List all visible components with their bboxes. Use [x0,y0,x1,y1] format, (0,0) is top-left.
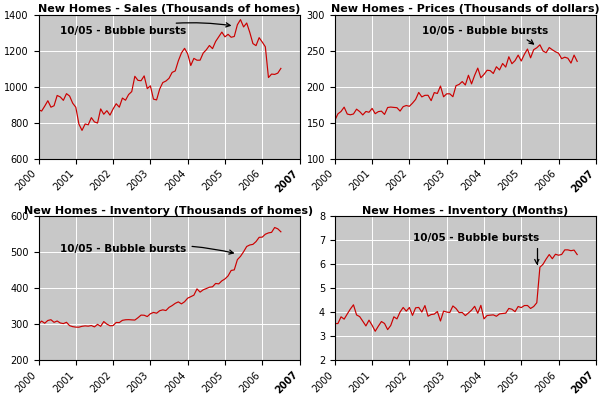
Text: 10/05 - Bubble bursts: 10/05 - Bubble bursts [60,244,233,254]
Title: New Homes - Inventory (Months): New Homes - Inventory (Months) [362,206,568,216]
Text: 10/05 - Bubble bursts: 10/05 - Bubble bursts [60,23,230,36]
Title: New Homes - Inventory (Thousands of homes): New Homes - Inventory (Thousands of home… [25,206,314,216]
Text: 10/05 - Bubble bursts: 10/05 - Bubble bursts [413,233,539,264]
Title: New Homes - Sales (Thousands of homes): New Homes - Sales (Thousands of homes) [38,4,300,14]
Text: 10/05 - Bubble bursts: 10/05 - Bubble bursts [422,26,548,44]
Title: New Homes - Prices (Thousands of dollars): New Homes - Prices (Thousands of dollars… [331,4,599,14]
